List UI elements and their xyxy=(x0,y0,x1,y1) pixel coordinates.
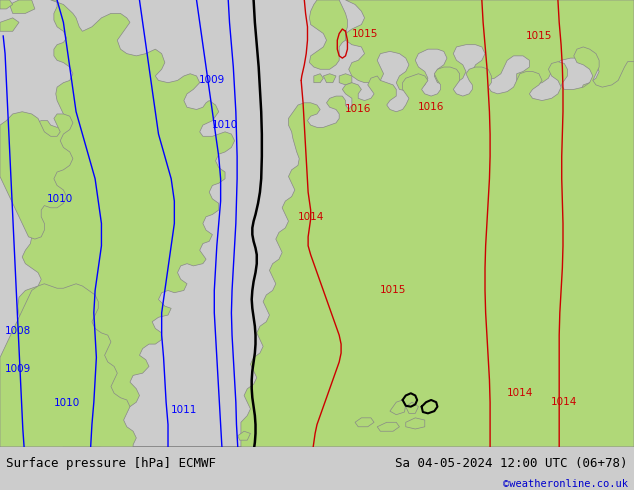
Text: 1015: 1015 xyxy=(380,286,406,295)
Polygon shape xyxy=(314,74,323,83)
Text: 1014: 1014 xyxy=(507,388,533,398)
Text: 1009: 1009 xyxy=(4,364,31,374)
Text: 1008: 1008 xyxy=(4,326,31,336)
Text: 1014: 1014 xyxy=(297,212,324,222)
Text: 1015: 1015 xyxy=(351,28,378,39)
Text: 1015: 1015 xyxy=(526,31,552,41)
Text: 1014: 1014 xyxy=(551,397,578,407)
Polygon shape xyxy=(309,0,347,69)
Text: ©weatheronline.co.uk: ©weatheronline.co.uk xyxy=(503,479,628,489)
Polygon shape xyxy=(0,47,634,447)
Polygon shape xyxy=(18,0,235,447)
Text: 1009: 1009 xyxy=(199,75,226,85)
Polygon shape xyxy=(323,74,336,83)
Polygon shape xyxy=(377,422,399,431)
Text: 1016: 1016 xyxy=(345,104,372,115)
Polygon shape xyxy=(406,418,425,429)
Polygon shape xyxy=(10,0,35,13)
Text: 1010: 1010 xyxy=(212,120,238,130)
Polygon shape xyxy=(406,402,418,414)
Polygon shape xyxy=(339,74,352,85)
Text: Sa 04-05-2024 12:00 UTC (06+78): Sa 04-05-2024 12:00 UTC (06+78) xyxy=(395,457,628,470)
Polygon shape xyxy=(355,418,374,427)
Polygon shape xyxy=(0,112,73,239)
Polygon shape xyxy=(0,0,13,9)
Text: 1011: 1011 xyxy=(171,405,197,415)
Text: 1010: 1010 xyxy=(47,194,74,204)
Polygon shape xyxy=(238,431,250,440)
Text: 1016: 1016 xyxy=(418,102,444,112)
Text: 1010: 1010 xyxy=(53,398,80,408)
Polygon shape xyxy=(390,400,406,415)
Polygon shape xyxy=(0,18,19,31)
Polygon shape xyxy=(346,0,634,100)
Text: Surface pressure [hPa] ECMWF: Surface pressure [hPa] ECMWF xyxy=(6,457,216,470)
